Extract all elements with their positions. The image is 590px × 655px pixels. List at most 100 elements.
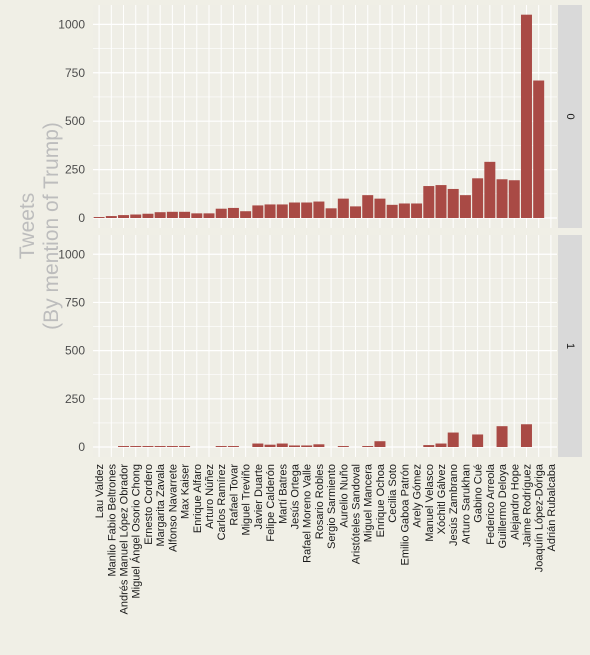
bar: [447, 188, 459, 218]
bar: [166, 446, 178, 447]
x-tick-labels: Lau Valdez Manlio Fabio Beltrones Andrés M…: [94, 463, 558, 614]
facet-panel-1: 0 250 500 750 1000 1: [58, 235, 582, 457]
x-tick-label: Joaquín López-Dóriga: [534, 463, 546, 572]
bar: [227, 446, 239, 447]
x-tick-label: Arely Gómez: [412, 464, 424, 528]
y-axis-title-line: Tweets: [16, 193, 39, 260]
y-tick-label: 500: [65, 114, 85, 128]
y-tick-label: 750: [65, 295, 85, 309]
bars: [118, 424, 532, 447]
x-tick-label: Andrés Manuel López Obrador: [119, 464, 131, 615]
bar: [215, 208, 227, 218]
x-tick-label: Rafael Moreno Valle: [302, 464, 314, 563]
bar: [179, 446, 191, 447]
x-tick-label: Cecilia Soto: [387, 464, 399, 523]
y-tick-label: 250: [65, 163, 85, 177]
x-tick-label: Sergio Sarmiento: [326, 464, 338, 549]
x-tick-label: Arturo Núñez: [204, 464, 216, 529]
x-tick-label: Martí Batres: [277, 464, 289, 524]
bar: [337, 198, 349, 218]
bar: [484, 161, 496, 218]
x-tick-label: Aristóteles Sandoval: [351, 464, 363, 564]
x-tick-label: Enrique Ochoa: [375, 463, 387, 537]
bar: [264, 444, 276, 447]
x-tick-label: Miguel Ángel Osorio Chong: [130, 464, 143, 599]
bar: [105, 216, 117, 218]
bar: [411, 203, 423, 218]
y-tick-label: 0: [78, 440, 85, 454]
bar: [276, 204, 288, 218]
y-tick-label: 750: [65, 66, 85, 80]
bar: [472, 178, 484, 218]
bar: [142, 446, 154, 447]
x-tick-label: Manuel Velasco: [424, 464, 436, 542]
bar: [459, 195, 471, 218]
y-tick-label: 500: [65, 344, 85, 358]
panel-background: [93, 235, 557, 457]
bar: [435, 185, 447, 218]
bar: [191, 213, 203, 218]
x-tick-label: Jesús Zambrano: [448, 464, 460, 546]
y-tick-label: 0: [78, 211, 85, 225]
bar: [154, 446, 166, 447]
bar: [435, 443, 447, 447]
bar: [472, 434, 484, 447]
bar: [386, 204, 398, 218]
facet-strip: [558, 5, 582, 228]
x-tick-label: Jesús Ortega: [289, 463, 301, 529]
bar: [130, 446, 142, 447]
x-tick-label: Rosario Robles: [314, 464, 326, 540]
bar: [374, 198, 386, 218]
bar: [142, 213, 154, 218]
facet-strip-label: 0: [564, 113, 576, 119]
facet-strip-label: 1: [564, 343, 576, 349]
bar: [154, 212, 166, 218]
bar: [227, 207, 239, 218]
x-tick-label: Arturo Sarukhan: [460, 464, 472, 544]
bar: [423, 445, 435, 447]
facet-panel-0: 0 250 500 750 1000 0: [58, 5, 582, 228]
gridlines: [93, 235, 557, 457]
bar: [337, 446, 349, 447]
bar: [362, 195, 374, 218]
bar: [301, 445, 313, 447]
y-tick-label: 1000: [58, 17, 85, 31]
y-tick-labels: 0 250 500 750 1000: [58, 17, 85, 225]
x-tick-label: Aurelio Nuño: [338, 464, 350, 528]
x-tick-label: Gabino Cué: [473, 464, 485, 523]
x-tick-label: Jaime Rodríguez: [521, 464, 533, 547]
x-tick-label: Miguel Treviño: [241, 464, 253, 536]
bar: [252, 205, 264, 218]
x-tick-label: Xóchitl Gálvez: [436, 464, 448, 534]
x-tick-label: Federico Arreola: [485, 463, 497, 545]
y-tick-labels: 0 250 500 750 1000: [58, 247, 85, 454]
bar: [496, 426, 508, 447]
bar: [130, 214, 142, 218]
y-tick-label: 1000: [58, 247, 85, 261]
bar: [166, 211, 178, 218]
bar: [264, 204, 276, 218]
x-tick-label: Ernesto Cordero: [143, 464, 155, 545]
bar: [252, 443, 264, 447]
bar: [301, 202, 313, 218]
x-tick-label: Max Kaiser: [180, 464, 192, 519]
x-tick-label: Rafael Tovar: [228, 464, 240, 526]
bar: [496, 179, 508, 218]
y-tick-label: 250: [65, 392, 85, 406]
y-axis-title-line: (By mention of Trump): [40, 122, 63, 330]
x-tick-label: Alejandro Hope: [509, 464, 521, 540]
bar: [240, 211, 252, 218]
bar: [398, 203, 410, 218]
bar: [313, 201, 325, 218]
x-tick-label: Javier Duarte: [253, 464, 265, 529]
bars: [93, 14, 545, 218]
bar: [520, 424, 532, 447]
bar: [350, 206, 362, 218]
bar: [118, 215, 130, 218]
x-tick-label: Emilio Gaboa Patrón: [399, 464, 411, 566]
bar: [508, 180, 520, 218]
bar: [325, 208, 337, 218]
x-tick-label: Alfonso Navarrete: [167, 464, 179, 552]
